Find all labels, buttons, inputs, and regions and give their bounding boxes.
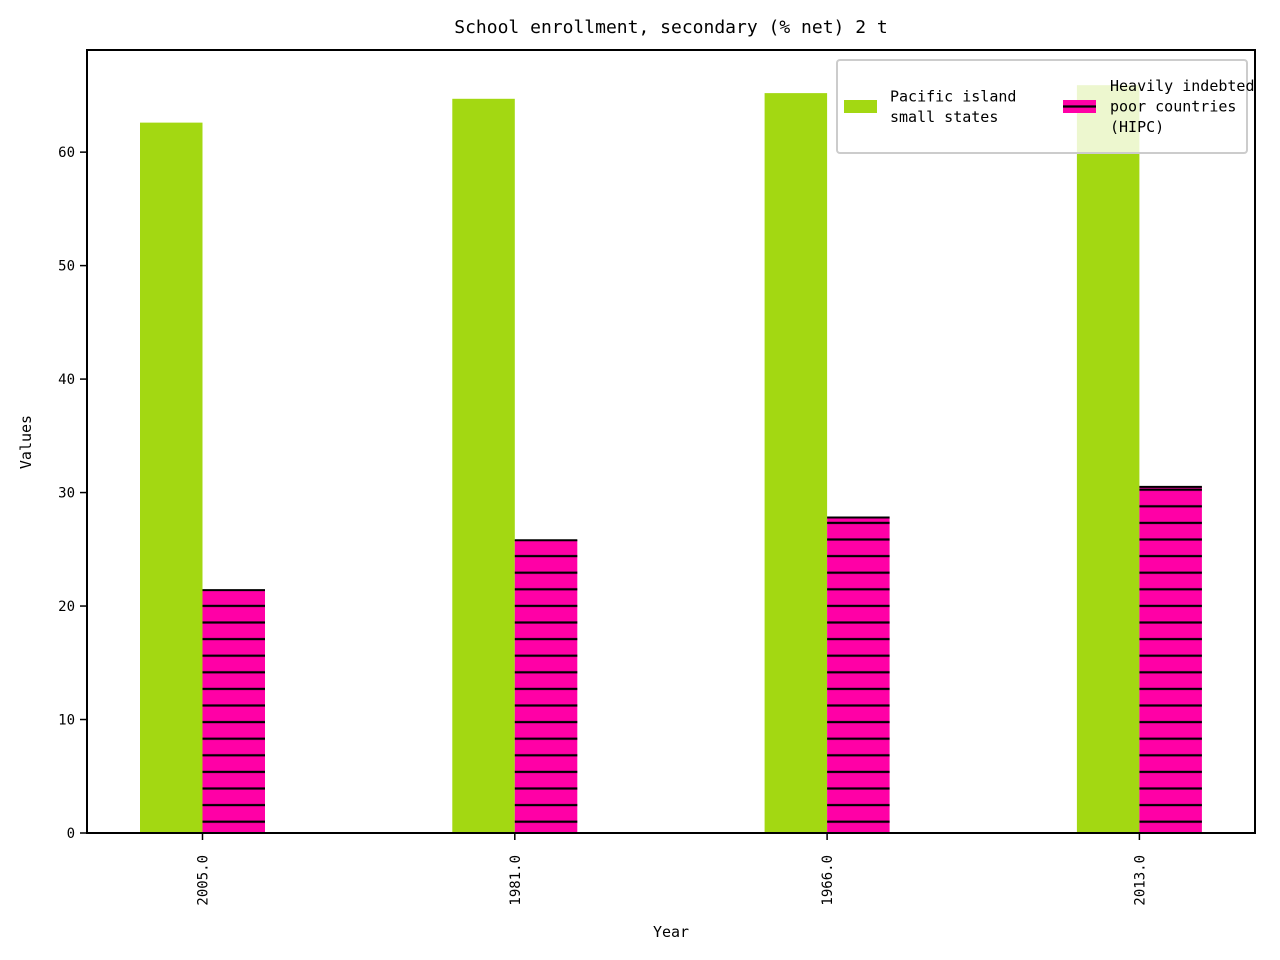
y-tick-label: 0	[67, 826, 75, 842]
legend-box	[836, 59, 1248, 154]
bar-hatch-1981-0	[514, 540, 578, 833]
legend-label-2: Heavily indebted poor countries (HIPC)	[1110, 77, 1255, 136]
y-tick-label: 10	[58, 713, 75, 729]
bar-series1-1966-0	[764, 93, 828, 833]
x-tick-label: 2013.0	[1132, 855, 1148, 906]
y-axis: 0 10 20 30 40 50 60	[58, 145, 87, 842]
plot-frame	[86, 49, 1256, 834]
legend-label-1: Pacific island small states	[890, 87, 1016, 126]
chart-title: School enrollment, secondary (% net) 2 t	[454, 17, 887, 38]
bar-hatch-2013-0	[1139, 486, 1202, 833]
x-axis-label: Year	[653, 923, 689, 941]
bar-hatch-2005-0	[202, 590, 265, 833]
y-tick-label: 50	[58, 259, 75, 275]
y-tick-label: 60	[58, 145, 75, 161]
x-tick-label: 1981.0	[508, 855, 524, 906]
y-tick-label: 20	[58, 599, 75, 615]
y-tick-label: 30	[58, 486, 75, 502]
legend-swatch-1	[844, 100, 877, 113]
legend: Pacific island small states Heavily indebt…	[836, 59, 1255, 154]
y-tick-label: 40	[58, 372, 75, 388]
y-axis-label: Values	[17, 415, 35, 469]
x-tick-label: 2005.0	[196, 855, 212, 906]
bar-hatch-1966-0	[827, 517, 890, 833]
x-axis: 2005.0 1981.0 1966.0 2013.0	[196, 833, 1148, 906]
bar-series1-2013-0	[1076, 85, 1140, 833]
bars-layer	[140, 85, 1202, 833]
bar-series1-1981-0	[452, 98, 515, 833]
bar-series1-2005-0	[140, 122, 203, 833]
x-tick-label: 1966.0	[820, 855, 836, 906]
